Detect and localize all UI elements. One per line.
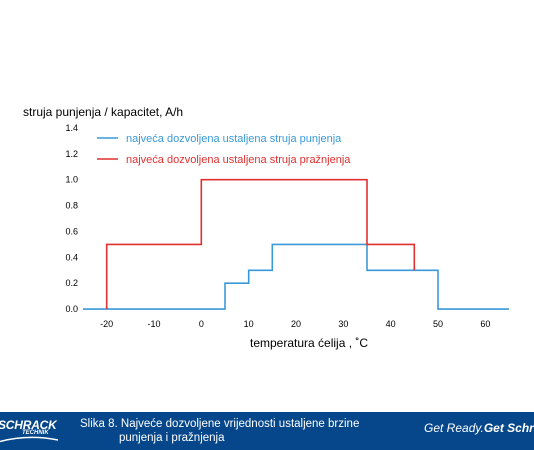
legend-label: najveća dozvoljena ustaljena struja punj…	[126, 133, 342, 145]
y-tick-label: 0.6	[65, 226, 78, 236]
caption-bar: SCHRACK TECHNIK Slika 8. Najveće dozvolj…	[0, 412, 534, 450]
y-tick-label: 1.4	[65, 123, 78, 133]
x-axis-ticks: -20 -10 0 10 20 30 40 50 60	[100, 319, 490, 329]
x-axis-title: temperatura ćelija , ˚C	[250, 336, 368, 350]
caption-line-1: Slika 8. Najveće dozvoljene vrijednosti …	[80, 418, 360, 430]
y-axis-title: struja punjenja / kapacitet, A/h	[23, 105, 183, 119]
slogan: Get Ready.Get Schrack	[424, 421, 534, 435]
x-tick-label: 10	[244, 319, 254, 329]
x-tick-label: 60	[480, 319, 490, 329]
schrack-logo: SCHRACK TECHNIK	[0, 418, 68, 444]
x-tick-label: 40	[386, 319, 396, 329]
logo-swoosh-icon	[0, 436, 58, 443]
x-tick-label: -20	[100, 319, 113, 329]
y-axis-ticks: 0.0 0.2 0.4 0.6 0.8 1.0 1.2 1.4	[65, 123, 78, 314]
brand-subtitle: TECHNIK	[22, 430, 49, 436]
y-tick-label: 1.0	[65, 175, 78, 185]
chart: struja punjenja / kapacitet, A/h 0.00.20…	[23, 105, 509, 350]
figure-caption: Slika 8. Najveće dozvoljene vrijednosti …	[80, 417, 370, 445]
slogan-part-2: Get Schrack	[483, 421, 534, 435]
series-lines	[83, 178, 509, 310]
y-tick-label: 0.0	[65, 304, 78, 314]
legend: najveća dozvoljena ustaljena struja punj…	[97, 133, 351, 166]
y-tick-label: 0.4	[65, 252, 78, 262]
slogan-part-1: Get Ready.	[424, 421, 484, 435]
brand-name: SCHRACK	[0, 418, 57, 432]
x-tick-label: 50	[433, 319, 443, 329]
series-line-charge	[83, 243, 509, 310]
series-line-discharge	[105, 178, 416, 310]
y-tick-label: 0.8	[65, 201, 78, 211]
x-tick-label: 20	[291, 319, 301, 329]
x-tick-label: 0	[199, 319, 204, 329]
y-tick-label: 1.2	[65, 149, 78, 159]
x-tick-label: 30	[338, 319, 348, 329]
legend-label: najveća dozvoljena ustaljena struja praž…	[126, 154, 351, 166]
x-tick-label: -10	[147, 319, 160, 329]
y-tick-label: 0.2	[65, 278, 78, 288]
caption-line-2: punjenja i pražnjenja	[119, 432, 225, 444]
